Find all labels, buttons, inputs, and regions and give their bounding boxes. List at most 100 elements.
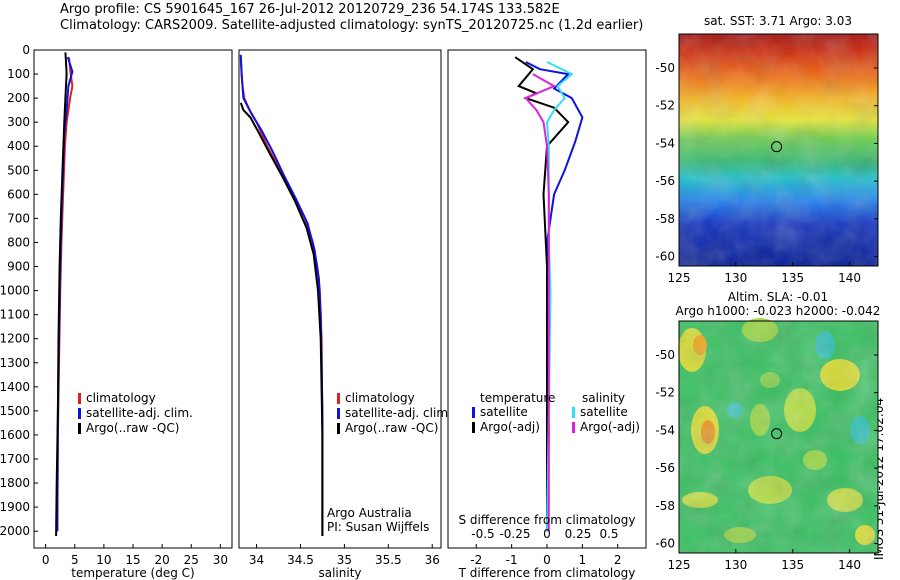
- y-tick-label: 100: [7, 67, 30, 81]
- x-tick-label: 30: [213, 553, 228, 567]
- x-tick-label: -1: [506, 553, 518, 567]
- map-y-tick-label: -54: [655, 136, 675, 150]
- x-tick-label: 15: [125, 553, 140, 567]
- legend-swatch: [78, 408, 81, 419]
- map-y-tick-label: -50: [655, 61, 675, 75]
- map-x-tick-label: 135: [781, 271, 804, 285]
- x2-tick-label: 0: [543, 527, 551, 541]
- sst-title: sat. SST: 3.71 Argo: 3.03: [704, 14, 852, 28]
- title-line-1: Argo profile: CS 5901645_167 26-Jul-2012…: [60, 2, 560, 17]
- argo-position-marker: [771, 141, 783, 153]
- x-tick-label: 25: [184, 553, 199, 567]
- map-y-tick-label: -58: [655, 499, 675, 513]
- legend-swatch: [78, 423, 81, 434]
- x2-tick-label: -0.25: [499, 527, 530, 541]
- legend-swatch: [337, 408, 340, 419]
- map-y-tick-label: -52: [655, 386, 675, 400]
- title-line-2: Climatology: CARS2009. Satellite-adjuste…: [60, 18, 644, 33]
- legend-label: Argo(-adj): [480, 420, 540, 434]
- series-line-satellite: [545, 61, 574, 532]
- x-tick-label: 5: [71, 553, 79, 567]
- legend-label: climatology: [86, 391, 156, 405]
- y-tick-label: 1500: [0, 404, 30, 418]
- sst-texture: [679, 34, 878, 266]
- salinity-panel: 34 34.5 35 35.5 36 salinity climatologysatelli…: [238, 49, 452, 580]
- map-y-tick-label: -60: [655, 537, 675, 551]
- x-tick-label: -2: [470, 553, 482, 567]
- series-line-argo-adj-: [524, 73, 557, 532]
- map-y-tick-label: -54: [655, 423, 675, 437]
- y-tick-label: 900: [7, 260, 30, 274]
- temperature-frame: [33, 49, 233, 549]
- x-tick-label: 1: [579, 553, 587, 567]
- y-tick-label: 1900: [0, 500, 30, 514]
- difference-panel: -2 -1 0 1 2T difference from climatology temp…: [447, 49, 647, 580]
- y-tick-label: 600: [7, 187, 30, 201]
- y-tick-label: 400: [7, 139, 30, 153]
- temperature-xlabel: temperature (deg C): [71, 566, 194, 580]
- y-tick-label: 1200: [0, 332, 30, 346]
- map-x-tick-label: 130: [724, 271, 747, 285]
- x-tick-label: 35: [337, 553, 352, 567]
- map-x-tick-label: 140: [838, 558, 861, 572]
- legend-swatch: [337, 423, 340, 434]
- argo-position-marker: [771, 428, 783, 440]
- sla-texture: [679, 321, 878, 553]
- map-x-tick-label: 135: [781, 558, 804, 572]
- series-line-argo-adj-: [514, 56, 570, 532]
- legend-label: satellite: [580, 405, 628, 419]
- y-tick-label: 1100: [0, 308, 30, 322]
- map-y-tick-label: -50: [655, 348, 675, 362]
- x-tick-label: 34: [249, 553, 264, 567]
- map-x-tick-label: 130: [724, 558, 747, 572]
- salinity-frame: [238, 49, 442, 549]
- legend-label: Argo(..raw -QC): [345, 421, 438, 435]
- legend-label: Argo(-adj): [580, 420, 640, 434]
- y-tick-label: 200: [7, 91, 30, 105]
- map-y-tick-label: -58: [655, 212, 675, 226]
- legend-swatch: [337, 393, 340, 404]
- y-tick-label: 1700: [0, 452, 30, 466]
- x-tick-label: 35.5: [375, 553, 402, 567]
- series-line-argo-raw-qc-: [55, 52, 68, 537]
- x-tick-label: 0: [42, 553, 50, 567]
- y-tick-label: 1300: [0, 356, 30, 370]
- y-tick-label: 1600: [0, 428, 30, 442]
- legend-swatch: [78, 393, 81, 404]
- legend-header-temperature: temperature: [480, 391, 555, 405]
- y-tick-label: 700: [7, 211, 30, 225]
- salinity-xlabel: salinity: [318, 566, 361, 580]
- y-tick-label: 300: [7, 115, 30, 129]
- sst-map-frame: [678, 33, 879, 267]
- y-tick-label: 500: [7, 163, 30, 177]
- x2-tick-label: 0.5: [599, 527, 618, 541]
- x2-tick-label: -0.5: [471, 527, 494, 541]
- panels-layer: 0100200300400500600700800900100011001200…: [0, 14, 880, 580]
- legend-label: climatology: [345, 391, 415, 405]
- x-tick-label: 36: [425, 553, 440, 567]
- map-y-tick-label: -56: [655, 461, 675, 475]
- map-x-tick-label: 140: [838, 271, 861, 285]
- y-tick-label: 1400: [0, 380, 30, 394]
- sla-map-panel: -50 -52 -54 -56 -58 -60 125 130 135 140 Altim. SLA…: [655, 290, 880, 572]
- legend-label: satellite-adj. clim.: [86, 406, 193, 420]
- x-tick-label: 2: [614, 553, 622, 567]
- legend-label: Argo(..raw -QC): [86, 421, 179, 435]
- y-tick-label: 800: [7, 235, 30, 249]
- series-line-argo-raw-qc-: [239, 102, 324, 536]
- sla-subtitle: Argo h1000: -0.023 h2000: -0.042: [676, 304, 881, 318]
- x2-label: S difference from climatology: [459, 513, 636, 527]
- x-tick-label: 34.5: [287, 553, 314, 567]
- legend-swatch: [472, 422, 475, 433]
- sla-map-frame: [678, 320, 879, 554]
- legend-label: satellite: [480, 405, 528, 419]
- map-y-tick-label: -60: [655, 250, 675, 264]
- x-tick-label: 10: [96, 553, 111, 567]
- legend-label: satellite-adj. clim.: [345, 406, 452, 420]
- legend-header-salinity: salinity: [582, 391, 625, 405]
- sla-title: Altim. SLA: -0.01: [728, 290, 828, 304]
- y-tick-label: 2000: [0, 524, 30, 538]
- annotation-pi: PI: Susan Wijffels: [327, 520, 429, 534]
- legend-swatch: [472, 407, 475, 418]
